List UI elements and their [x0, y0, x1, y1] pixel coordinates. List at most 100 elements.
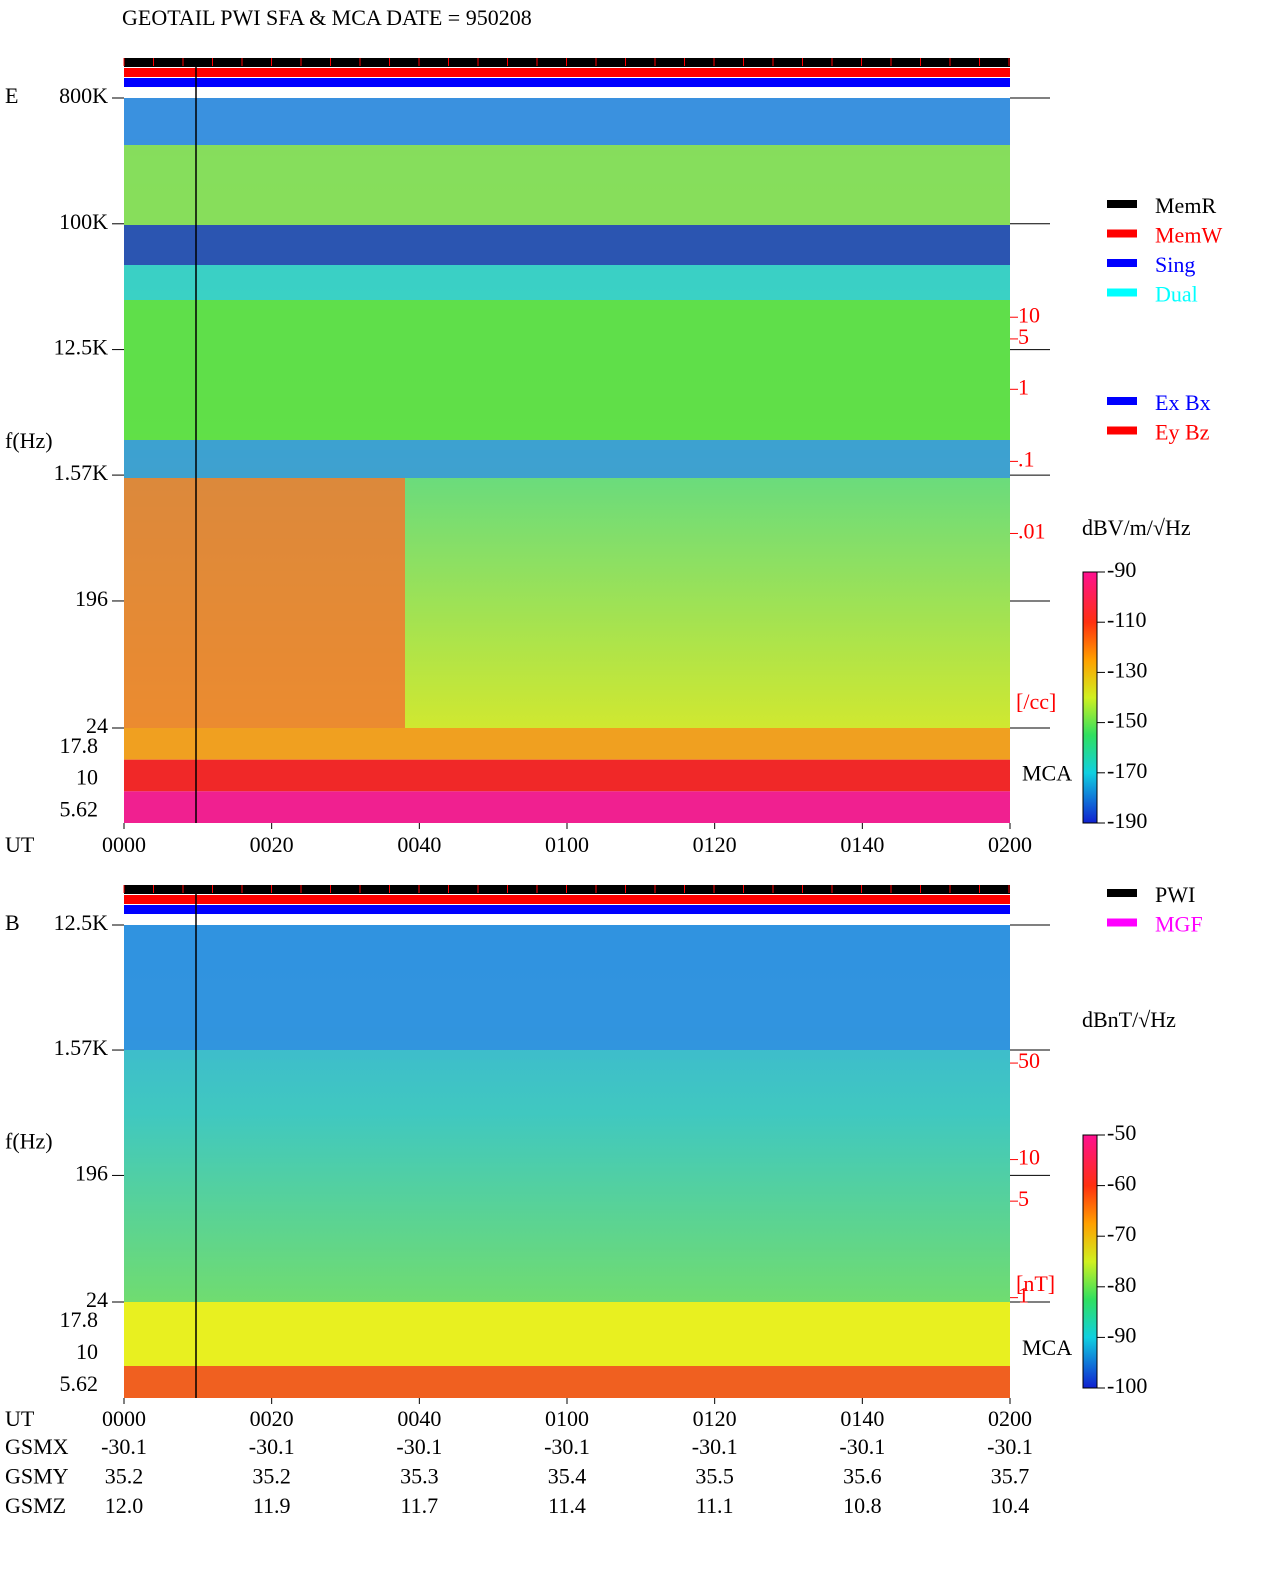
- colorbar-tick-label: -90: [1107, 557, 1136, 582]
- orbit-value: 35.2: [252, 1464, 291, 1489]
- y-tick-label: 196: [75, 1160, 108, 1185]
- density-tick-label: .1: [1018, 446, 1035, 471]
- x-axis-label: UT: [5, 832, 35, 857]
- legend-label: Sing: [1155, 252, 1195, 277]
- orbit-value: 11.9: [253, 1493, 291, 1518]
- colorbar-tick-label: -80: [1107, 1272, 1136, 1297]
- spectrogram-band: [124, 440, 1010, 478]
- spectrogram-band: [124, 478, 405, 728]
- legend-label: MemR: [1155, 193, 1216, 218]
- legend-label: MGF: [1155, 912, 1203, 937]
- x-tick-label: 0100: [545, 832, 589, 857]
- panel-label: B: [5, 910, 20, 935]
- colorbar-tick-label: -60: [1107, 1171, 1136, 1196]
- orbit-value: 10.8: [843, 1493, 882, 1518]
- density-unit: [/cc]: [1016, 689, 1056, 714]
- mca-band: [124, 1302, 1010, 1334]
- x-tick-label: 0200: [988, 832, 1032, 857]
- y-tick-label: 196: [75, 586, 108, 611]
- mca-band: [124, 1366, 1010, 1398]
- y-tick-label: 1.57K: [54, 1035, 109, 1060]
- orbit-value: 35.3: [400, 1464, 439, 1489]
- orbit-value: -30.1: [544, 1434, 590, 1459]
- colorbar-title: dBnT/√Hz: [1082, 1007, 1176, 1032]
- status-bar: [124, 68, 1010, 77]
- y-tick-label: 100K: [59, 209, 108, 234]
- orbit-value: 35.4: [548, 1464, 587, 1489]
- spectrogram-band: [124, 145, 1010, 225]
- title: GEOTAIL PWI SFA & MCA DATE = 950208: [122, 5, 532, 30]
- status-bar: [124, 78, 1010, 87]
- legend-label: MemW: [1155, 223, 1222, 248]
- density-tick-label: 1: [1018, 1283, 1029, 1308]
- panel-label: E: [5, 83, 18, 108]
- spectrogram-band: [124, 265, 1010, 300]
- colorbar-tick-label: -110: [1107, 607, 1147, 632]
- colorbar-tick-label: -70: [1107, 1221, 1136, 1246]
- orbit-value: -30.1: [692, 1434, 738, 1459]
- orbit-value: 35.2: [105, 1464, 144, 1489]
- legend-swatch: [1107, 397, 1137, 405]
- spectrogram-band: [124, 925, 1010, 1050]
- mca-channel-label: 17.8: [60, 733, 99, 758]
- mca-band: [124, 759, 1010, 792]
- mca-band: [124, 791, 1010, 823]
- x-tick-label: 0040: [397, 1406, 441, 1431]
- orbit-value: 11.1: [696, 1493, 734, 1518]
- x-tick-label: 0120: [693, 832, 737, 857]
- orbit-value: -30.1: [249, 1434, 295, 1459]
- x-tick-label: 0100: [545, 1406, 589, 1431]
- colorbar-tick-label: -130: [1107, 657, 1147, 682]
- legend-label: PWI: [1155, 882, 1195, 907]
- orbit-value: 11.4: [548, 1493, 586, 1518]
- orbit-value: 35.7: [991, 1464, 1030, 1489]
- x-tick-label: 0140: [840, 832, 884, 857]
- x-tick-label: 0020: [250, 832, 294, 857]
- orbit-value: 10.4: [991, 1493, 1030, 1518]
- legend-swatch: [1107, 259, 1137, 267]
- y-tick-label: 24: [86, 713, 108, 738]
- legend-label: Ey Bz: [1155, 420, 1210, 445]
- colorbar-tick-label: -50: [1107, 1120, 1136, 1145]
- status-bar: [124, 895, 1010, 904]
- colorbar: [1082, 571, 1098, 824]
- density-unit: [nT]: [1016, 1271, 1055, 1296]
- colorbar-tick-label: -190: [1107, 808, 1147, 833]
- colorbar-tick-label: -90: [1107, 1322, 1136, 1347]
- x-axis-label: UT: [5, 1406, 35, 1431]
- density-tick-label: 10: [1018, 302, 1040, 327]
- legend-swatch: [1107, 426, 1137, 435]
- orbit-value: 35.5: [695, 1464, 734, 1489]
- mca-band: [124, 728, 1010, 760]
- colorbar-tick-label: -100: [1107, 1373, 1147, 1398]
- orbit-name: GSMY: [5, 1464, 69, 1489]
- x-tick-label: 0140: [840, 1406, 884, 1431]
- y-axis-label: f(Hz): [5, 1129, 53, 1154]
- density-tick-label: 5: [1018, 324, 1029, 349]
- orbit-name: GSMZ: [5, 1493, 66, 1518]
- orbit-value: -30.1: [987, 1434, 1033, 1459]
- x-tick-label: 0200: [988, 1406, 1032, 1431]
- mca-label: MCA: [1022, 1335, 1072, 1360]
- legend-swatch: [1107, 889, 1137, 897]
- orbit-value: -30.1: [396, 1434, 442, 1459]
- mca-band: [124, 1334, 1010, 1366]
- x-tick-label: 0020: [250, 1406, 294, 1431]
- orbit-value: 35.6: [843, 1464, 882, 1489]
- mca-channel-label: 5.62: [60, 796, 99, 821]
- legend-label: Dual: [1155, 282, 1198, 307]
- orbit-value: -30.1: [101, 1434, 147, 1459]
- density-tick-label: 1: [1018, 374, 1029, 399]
- spectrogram-band: [124, 300, 1010, 440]
- orbit-value: 11.7: [400, 1493, 438, 1518]
- legend-swatch: [1107, 288, 1137, 297]
- spectrogram-band: [124, 98, 1010, 145]
- legend-label: Ex Bx: [1155, 390, 1211, 415]
- spectrogram-band: [124, 225, 1010, 265]
- mca-label: MCA: [1022, 761, 1072, 786]
- x-tick-label: 0000: [102, 832, 146, 857]
- colorbar: [1082, 1134, 1098, 1389]
- colorbar-tick-label: -170: [1107, 758, 1147, 783]
- mca-channel-label: 17.8: [60, 1307, 99, 1332]
